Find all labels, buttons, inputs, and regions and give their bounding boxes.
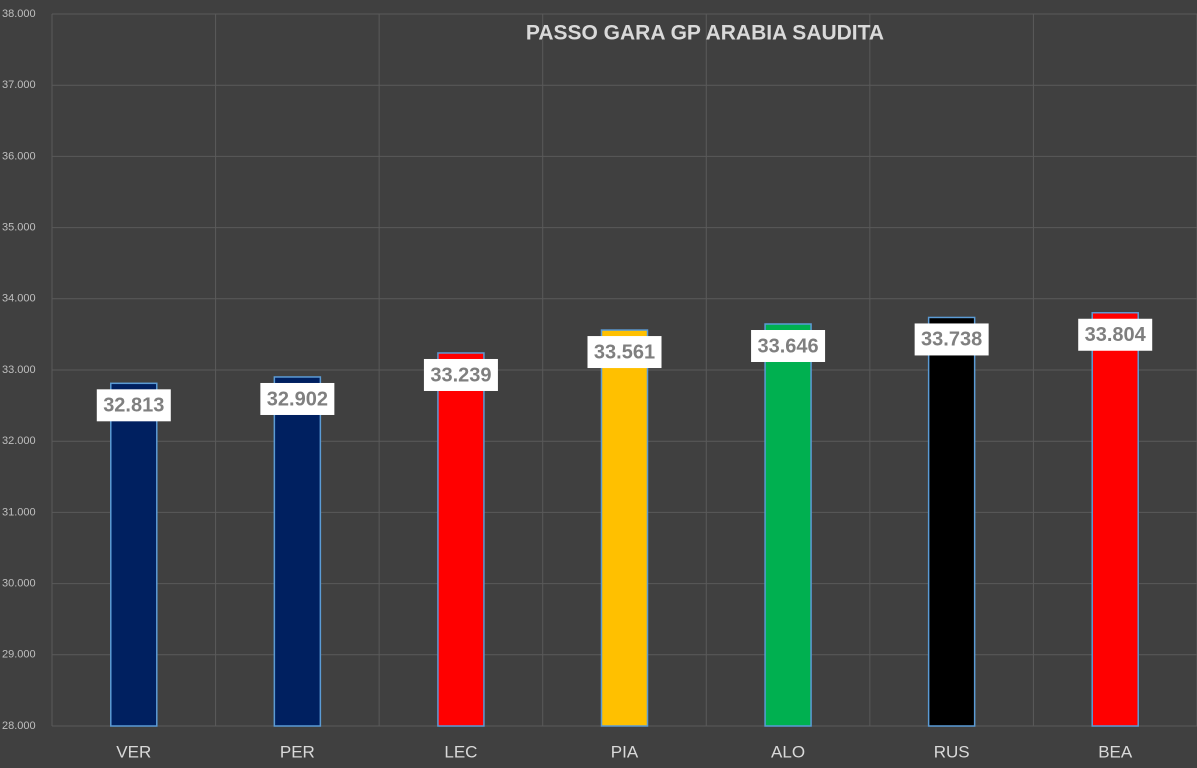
x-tick-label: BEA [1098,742,1133,761]
x-tick-label: PIA [611,742,639,761]
y-tick-label: 34.000 [2,293,36,305]
data-label-box [751,330,826,363]
x-tick-label: ALO [771,742,805,761]
bar [927,316,976,727]
x-tick-label: LEC [444,742,477,761]
data-label-box [423,358,498,391]
y-tick-label: 31.000 [2,506,36,518]
data-label: 33.738 [921,329,982,351]
data-label-box [914,323,989,356]
y-tick-label: 32.000 [2,435,36,447]
data-label-box [1078,318,1153,351]
data-label-box [96,389,171,422]
data-label: 32.902 [267,388,328,410]
x-tick-label: VER [116,742,151,761]
data-label: 33.239 [430,364,491,386]
data-label-box [587,336,662,369]
x-tick-label: PER [280,742,315,761]
data-label: 33.561 [594,341,655,363]
data-label: 32.813 [103,395,164,417]
chart-title: PASSO GARA GP ARABIA SAUDITA [526,22,884,45]
data-label-box [260,382,335,415]
bar [273,376,322,727]
y-tick-label: 28.000 [2,720,36,732]
bar [437,352,485,727]
y-tick-label: 38.000 [2,8,36,20]
y-tick-label: 36.000 [2,150,36,162]
data-label: 33.804 [1085,324,1147,346]
bar [764,323,812,727]
bar [600,329,649,727]
y-tick-label: 30.000 [2,578,36,590]
y-tick-label: 35.000 [2,222,36,234]
bar [110,382,158,727]
y-tick-label: 33.000 [2,364,36,376]
x-tick-label: RUS [934,742,970,761]
bar [1091,312,1139,727]
y-tick-label: 29.000 [2,649,36,661]
y-tick-label: 37.000 [2,79,36,91]
data-label: 33.646 [757,335,818,357]
